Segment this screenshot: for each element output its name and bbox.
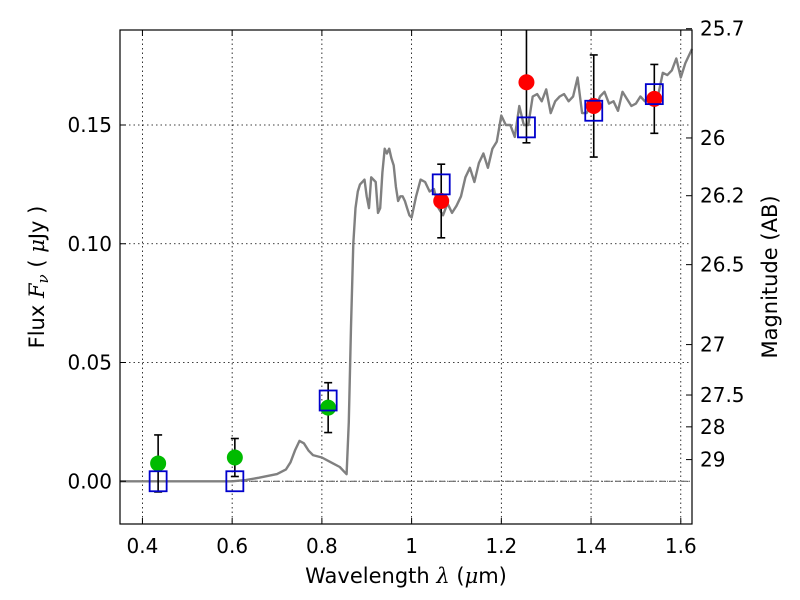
y2-tick-label: 28 xyxy=(700,415,725,439)
y2-tick-labels: 25.7 26 26.2 26.5 27 27.5 28 29 xyxy=(700,17,745,472)
photometry-point xyxy=(585,98,602,114)
model-square-marker xyxy=(318,389,338,412)
y2-axis-label: Magnitude (AB) xyxy=(758,195,782,358)
y-tick-label: 0.05 xyxy=(67,351,112,375)
x-tick-label: 0.4 xyxy=(127,534,159,558)
photometry-point xyxy=(150,455,167,472)
y2-tick-label: 26.2 xyxy=(700,184,745,208)
x-tick-label: 0.6 xyxy=(216,534,248,558)
photometry-point xyxy=(226,449,243,466)
model-square-marker xyxy=(431,173,451,196)
model-photometry xyxy=(148,83,664,493)
model-spectrum xyxy=(120,48,694,483)
x-tick-labels: 0.4 0.6 0.8 1 1.2 1.4 1.6 xyxy=(127,534,697,558)
model-square-marker xyxy=(584,99,604,122)
y2-tick-label: 29 xyxy=(700,448,725,472)
model-square-marker xyxy=(148,470,168,493)
y2-tick-label: 27 xyxy=(700,333,725,357)
y2-tick-label: 26 xyxy=(700,126,725,150)
x-axis-label: Wavelength λ (μm) xyxy=(305,564,507,588)
y2-tick-label: 25.7 xyxy=(700,17,745,41)
y2-tick-label: 27.5 xyxy=(700,383,745,407)
y-tick-label: 0.10 xyxy=(67,232,112,256)
y-tick-label: 0.15 xyxy=(67,113,112,137)
y-tick-label: 0.00 xyxy=(67,469,112,493)
x-tick-label: 1.4 xyxy=(575,534,607,558)
y-tick-labels: 0.00 0.05 0.10 0.15 xyxy=(67,113,112,493)
model-square-marker xyxy=(644,83,664,106)
spectrum-line xyxy=(120,48,694,483)
x-tick-label: 1 xyxy=(405,534,418,558)
photometry-point xyxy=(433,193,450,209)
x-tick-label: 1.6 xyxy=(665,534,697,558)
photometry-points xyxy=(150,74,663,472)
plot-frame xyxy=(119,29,693,525)
photometry-point xyxy=(320,399,337,416)
y-axis-label: Flux Fν ( μJy ) xyxy=(25,206,52,349)
model-square-marker xyxy=(517,116,536,139)
x-tick-label: 0.8 xyxy=(306,534,338,558)
error-bars xyxy=(154,30,659,493)
ticks xyxy=(120,28,692,524)
photometry-point xyxy=(646,90,663,107)
model-square-marker xyxy=(225,470,245,493)
y2-tick-label: 26.5 xyxy=(700,253,745,277)
grid xyxy=(120,30,692,524)
x-tick-label: 1.2 xyxy=(485,534,517,558)
photometry-point xyxy=(518,74,535,91)
